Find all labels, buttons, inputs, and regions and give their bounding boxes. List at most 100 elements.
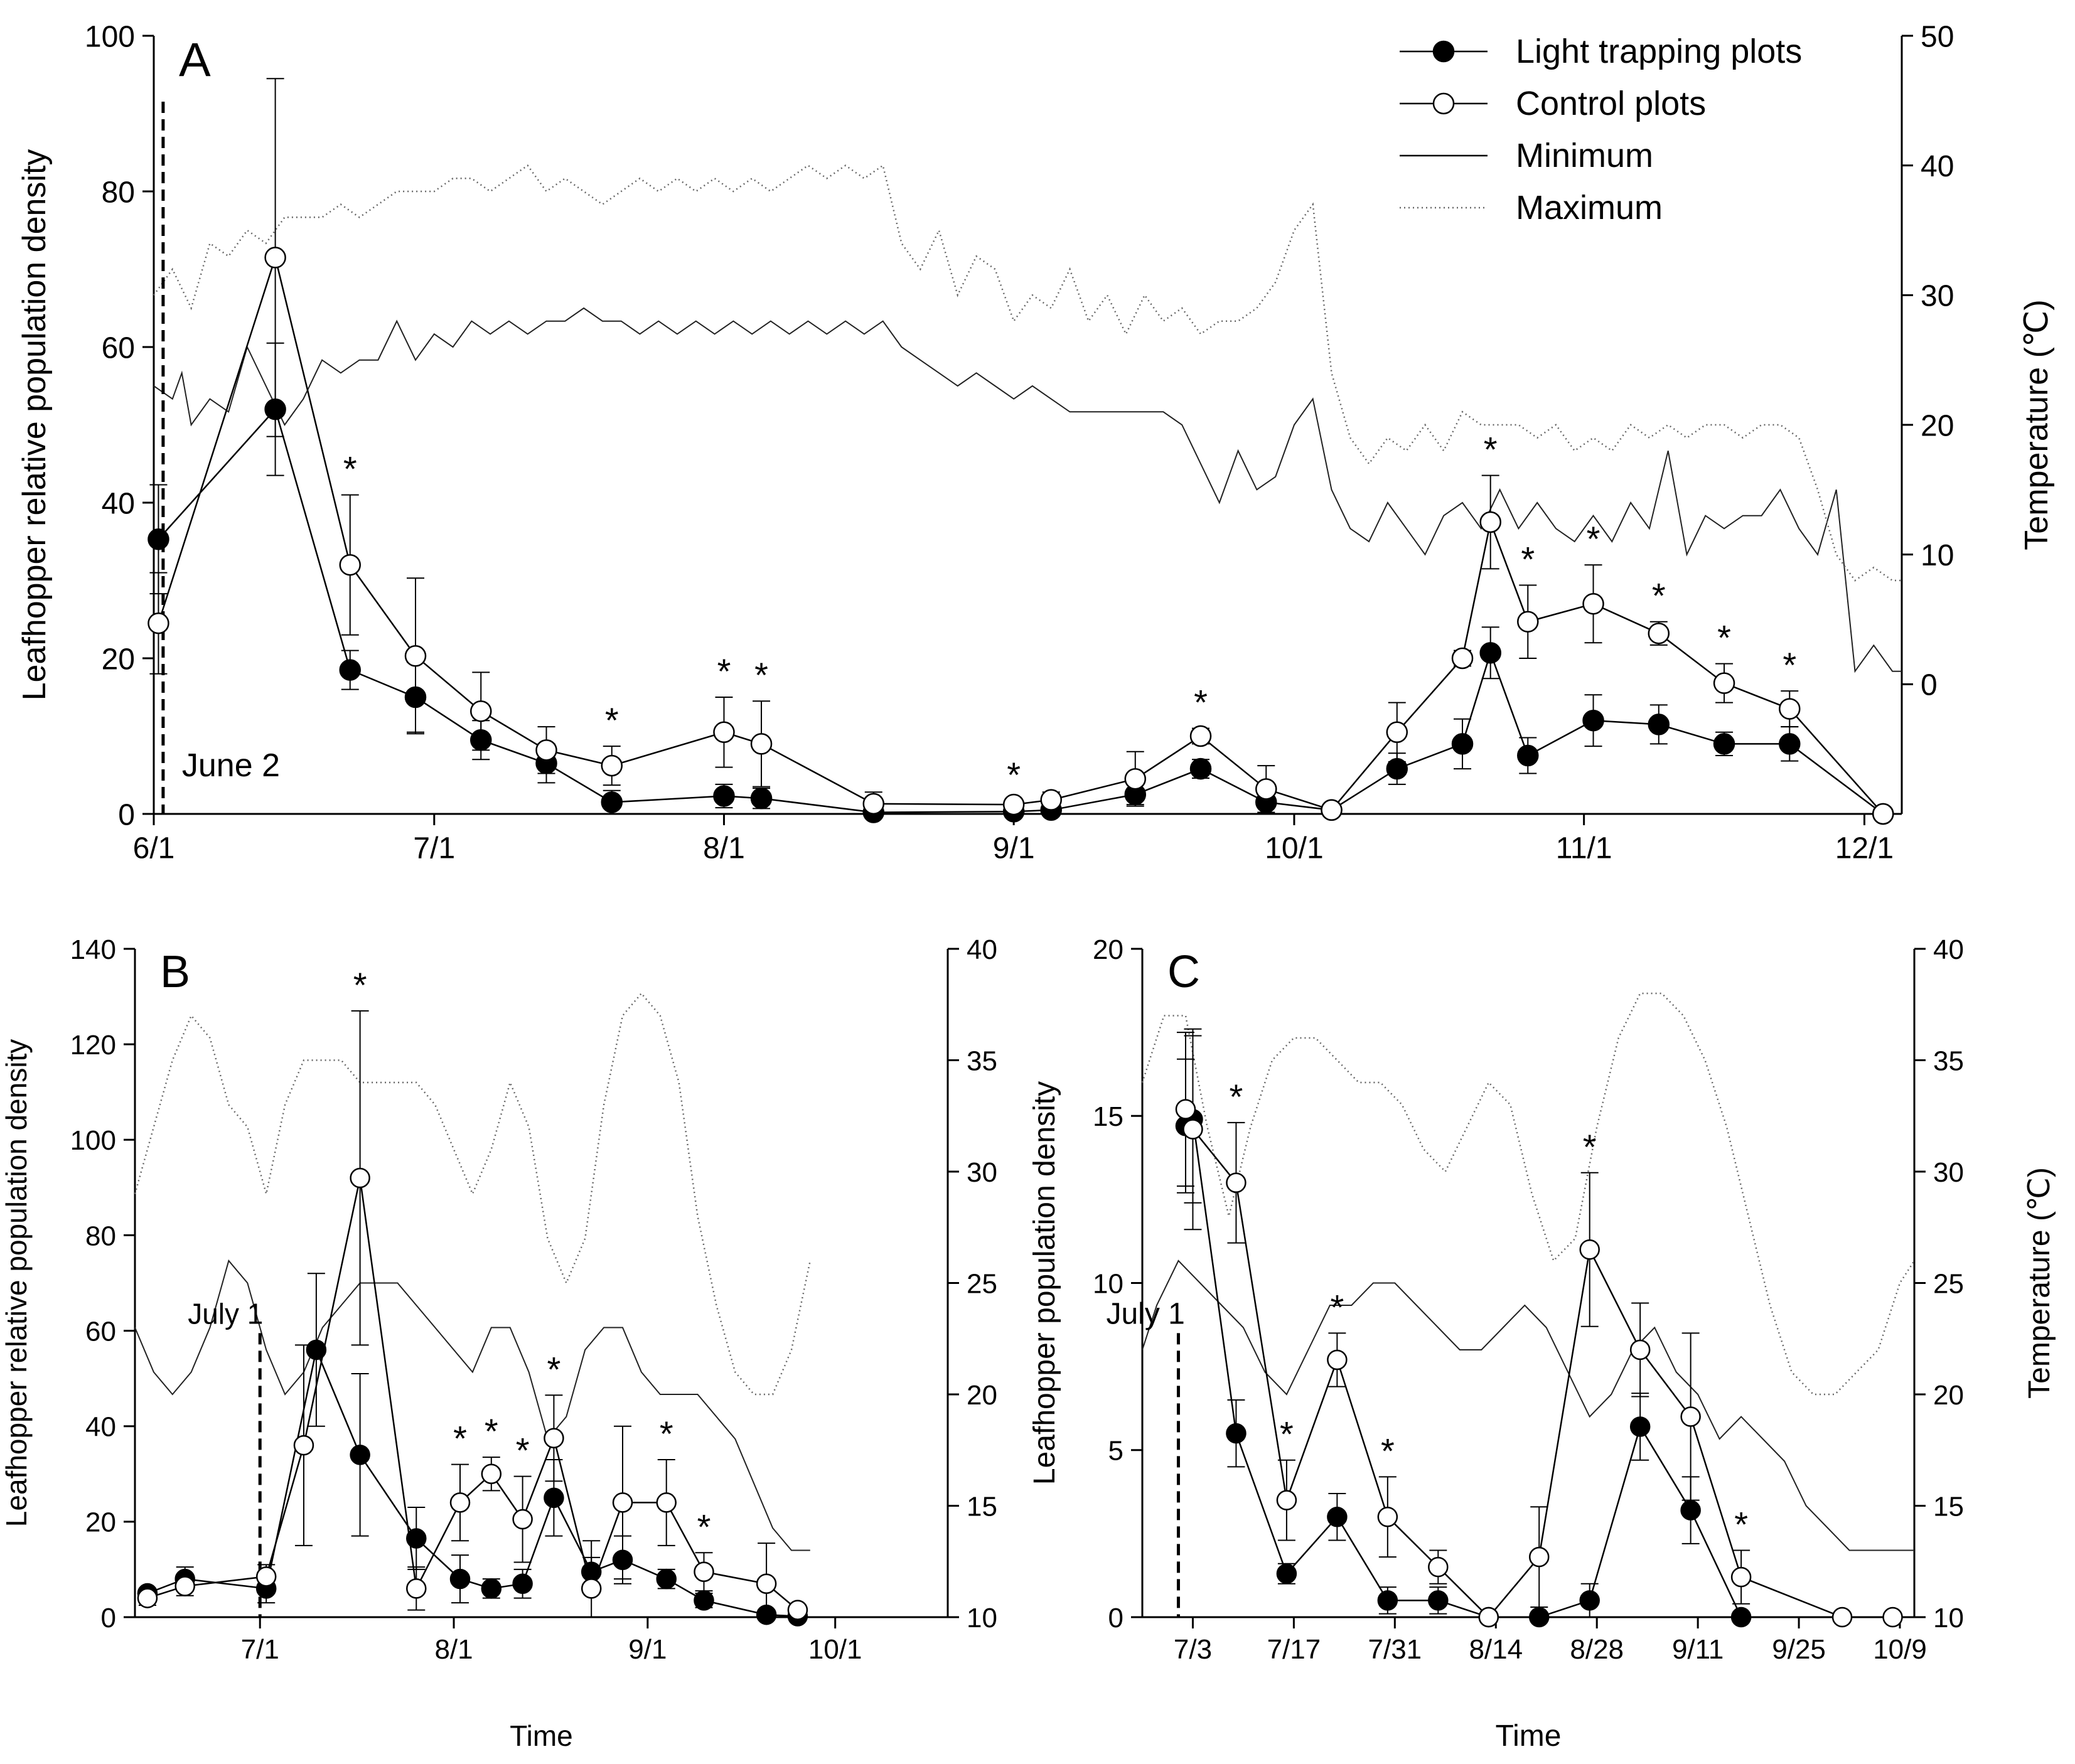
panel-a-control-point [1779,698,1801,720]
legend-label: Control plots [1516,85,1706,122]
panel-c-x-tick-label: 8/28 [1570,1634,1624,1665]
panel-a-control-point [264,247,286,269]
panel-a-x-tick-label: 7/1 [413,831,455,865]
panel-c-control-point [1629,1339,1651,1360]
panel-c-control-point [1182,1119,1203,1140]
panel-b-significance-star: * [409,1521,423,1561]
panel-c-y-tick-label: 0 [1108,1603,1123,1633]
panel-b-y-tick-label: 0 [101,1603,116,1633]
panel-c-control-point [1579,1239,1600,1260]
panel-a-y2-tick-label: 10 [1921,539,1954,572]
panel-c-significance-star: * [1280,1414,1294,1454]
panel-b-control-point [449,1492,471,1513]
panel-b-x-tick-label: 10/1 [808,1634,862,1665]
panel-b-x-tick-label: 7/1 [241,1634,279,1665]
panel-a-significance-star: * [1717,618,1731,658]
legend-marker-light-trapping-plots [1432,40,1455,63]
panel-b-y-tick-label: 60 [85,1316,116,1347]
panel-b-light-trapping-line [147,1347,798,1617]
panel-a-control-point [1321,799,1343,821]
panel-a-x-tick-label: 10/1 [1265,831,1323,865]
panel-a-light-trapping-point [1517,744,1539,767]
panel-b-maximum-temperature-line [134,992,812,1396]
panel-c-y2-axis-label: Temperature (℃) [2023,1167,2056,1399]
panel-b-significance-star: * [547,1349,561,1389]
panel-a-y-tick-label: 20 [102,643,135,676]
panel-b-letter: B [160,947,190,997]
panel-c-control-point [1882,1606,1903,1628]
panel-b-y-tick-label: 140 [70,934,116,965]
panel-c-y-tick-label: 20 [1093,934,1123,965]
panel-c-y2-tick-label: 20 [1933,1380,1964,1411]
panel-b-y-axis-label: Leafhopper relative population density [0,1039,33,1527]
panel-a-light-trapping-point [1451,733,1474,755]
panel-a-y-tick-label: 0 [118,798,135,831]
panel-a-y2-tick-label: 0 [1921,669,1938,702]
panel-b-light-trapping-point [544,1487,564,1509]
panel-c-light-trapping-point [1276,1563,1297,1585]
panel-a-control-point [862,793,885,815]
panel-a-light-trapping-point [713,785,735,807]
panel-a-significance-star: * [1484,430,1498,469]
panel-b-control-point [544,1428,564,1448]
panel-a-control-point [1002,793,1025,816]
panel-c-minimum-temperature-line [1142,1259,1914,1551]
panel-a-control-point [470,700,492,722]
panel-a-significance-star: * [1194,683,1208,722]
panel-a-control-point [1479,511,1501,533]
panel-a-y2-tick-label: 20 [1921,409,1954,442]
panel-a-x-tick-label: 9/1 [993,831,1035,865]
panel-a-significance-star: * [605,700,619,740]
panel-c-light-trapping-point [1377,1590,1398,1611]
panel-c-x-tick-label: 7/17 [1267,1634,1321,1665]
panel-c-light-trapping-point [1327,1507,1348,1527]
panel-a-light-trapping-point [470,729,492,751]
panel-b-y-tick-label: 40 [85,1412,116,1443]
panel-c-x-tick-label: 9/25 [1772,1634,1826,1665]
panel-c-control-point [1276,1490,1297,1510]
panel-c-light-trapping-point [1226,1423,1247,1444]
panel-c-x-tick-label: 7/31 [1368,1634,1422,1665]
panel-a-light-trapping-point [1648,714,1670,735]
panel-c-y2-tick-label: 40 [1933,934,1964,965]
panel-b-light-trapping-point [656,1568,677,1590]
panel-c-control-point [1528,1546,1550,1568]
panel-b-y2-tick-label: 20 [967,1380,997,1411]
panel-a-y2-tick-label: 40 [1921,150,1954,183]
panel-b-light-trapping-point [694,1590,714,1611]
panel-a-x-tick-label: 11/1 [1556,831,1612,865]
panel-b-control-point [174,1576,195,1596]
panel-c-y-axis-label: Leafhopper population density [1028,1081,1061,1485]
panel-c-y-tick-label: 15 [1093,1101,1123,1132]
panel-b-minimum-temperature-line [134,1259,810,1551]
panel-c-control-point [1226,1172,1247,1193]
panel-b-significance-star: * [353,965,367,1005]
panel-a-light-trapping-point [1779,733,1801,755]
panel-c-x-tick-label: 9/11 [1672,1634,1724,1665]
panel-c-control-point [1175,1099,1196,1120]
panel-c-letter: C [1167,947,1200,997]
panel-b-y2-tick-label: 30 [967,1157,997,1188]
panel-c-y2-tick-label: 10 [1933,1603,1964,1633]
panel-a-light-trapping-point [1582,709,1604,732]
panel-a-control-point [1386,721,1408,744]
panel-a-light-trapping-point [264,398,286,420]
legend-label: Maximum [1516,189,1663,227]
panel-b-control-point [656,1492,677,1513]
panel-b-y-tick-label: 20 [85,1507,116,1538]
panel-a-light-trapping-point [1386,757,1408,780]
panel-b-light-trapping-point [612,1549,633,1570]
panel-b-light-trapping-point [406,1528,427,1549]
panel-b-control-point [255,1566,277,1587]
panel-b-control-point [350,1167,370,1189]
panel-b-control-point [787,1600,808,1620]
panel-c-control-point [1730,1566,1752,1588]
panel-c-light-trapping-point [1528,1606,1550,1628]
panel-b-date-marker-label: July 1 [188,1297,263,1330]
panel-c-significance-star: * [1734,1505,1748,1544]
panel-c-x-axis-label: Time [1496,1719,1562,1753]
panel-c-control-point [1327,1349,1348,1371]
panel-a-date-marker-label: June 2 [182,747,280,784]
panel-a-y2-tick-label: 30 [1921,280,1954,313]
panel-a-control-point [404,645,427,667]
